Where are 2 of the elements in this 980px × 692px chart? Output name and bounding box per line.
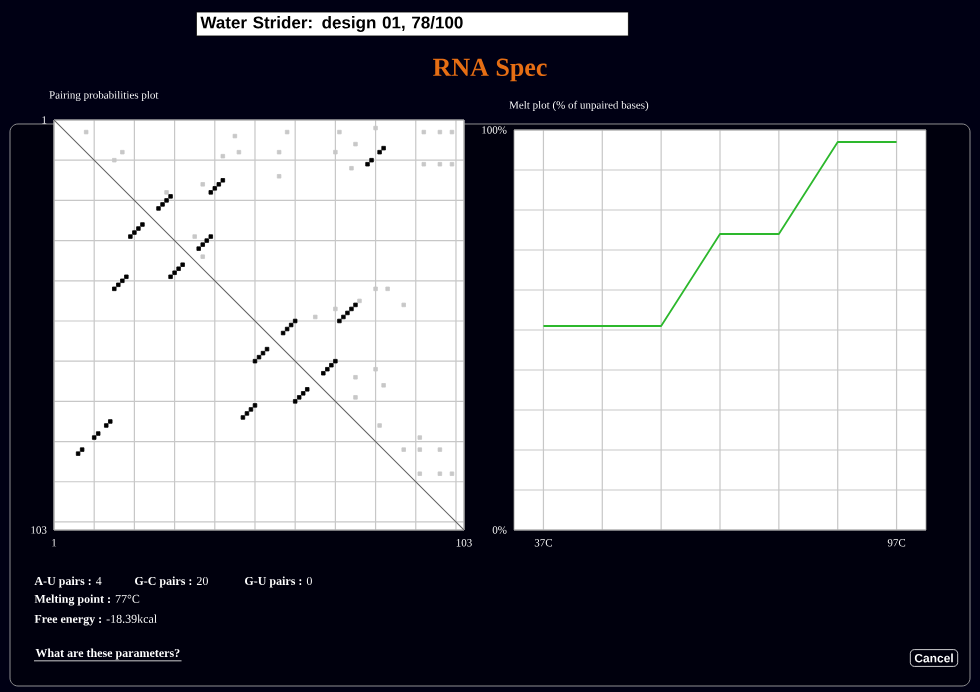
text: Water Strider: design 01, 78/100: [200, 16, 463, 32]
text: RNA Spec: [433, 58, 547, 82]
